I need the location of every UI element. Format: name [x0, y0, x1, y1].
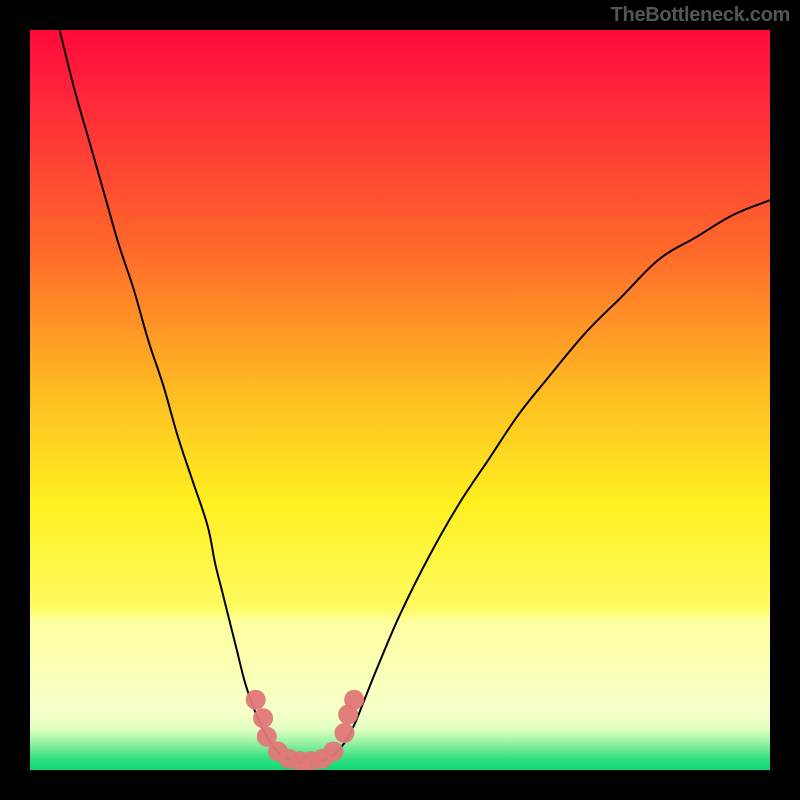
curve-marker — [344, 690, 364, 710]
plot-background — [30, 30, 770, 770]
curve-marker — [246, 690, 266, 710]
curve-marker — [323, 742, 343, 762]
chart-frame: TheBottleneck.com — [0, 0, 800, 800]
curve-marker — [253, 708, 273, 728]
bottleneck-curve-chart — [0, 0, 800, 800]
curve-marker — [335, 723, 355, 743]
watermark-text: TheBottleneck.com — [611, 4, 790, 27]
